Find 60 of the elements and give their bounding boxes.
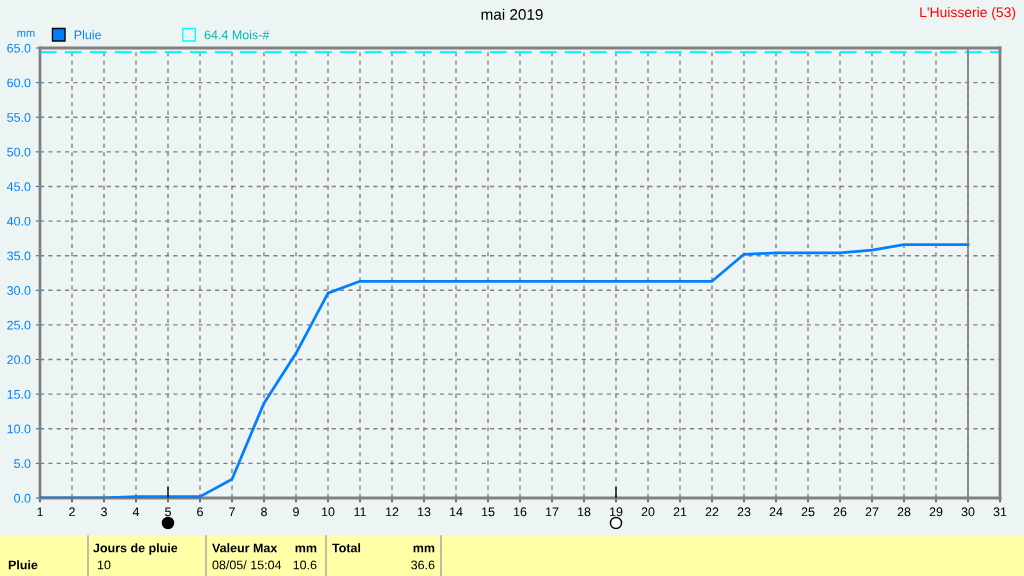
x-tick-label: 2 bbox=[69, 507, 75, 517]
y-tick-label: 30.0 bbox=[7, 286, 31, 295]
text: 36.6 bbox=[411, 560, 435, 570]
x-tick-label: 30 bbox=[961, 507, 975, 517]
legend-label: Pluie bbox=[74, 30, 101, 40]
x-tick-label: 27 bbox=[865, 507, 879, 517]
text: Valeur Max bbox=[212, 543, 278, 553]
x-tick-label: 9 bbox=[293, 507, 299, 517]
text: L'Huisserie (53) bbox=[920, 7, 1016, 20]
x-tick-label: 3 bbox=[101, 507, 107, 517]
x-tick-label: 24 bbox=[769, 507, 783, 517]
x-tick-label: 13 bbox=[418, 507, 431, 517]
y-tick-label: 0.0 bbox=[14, 493, 31, 503]
text: 10 bbox=[97, 560, 111, 570]
x-tick-label: 5 bbox=[165, 507, 171, 517]
x-tick-label: 1 bbox=[37, 507, 43, 517]
x-tick-label: 16 bbox=[514, 507, 527, 517]
x-tick-label: 14 bbox=[450, 507, 463, 517]
y-tick-label: 45.0 bbox=[6, 182, 31, 192]
y-tick-label: 25.0 bbox=[7, 320, 31, 330]
text: Total bbox=[332, 543, 361, 553]
y-axis-title: mm bbox=[17, 30, 35, 37]
text: mm bbox=[295, 545, 317, 553]
x-tick-label: 25 bbox=[801, 507, 815, 517]
text: Pluie bbox=[8, 560, 38, 570]
y-tick-label: 50.0 bbox=[7, 147, 31, 157]
x-tick-label: 23 bbox=[737, 507, 751, 517]
y-tick-label: 40.0 bbox=[6, 216, 31, 226]
x-tick-label: 17 bbox=[546, 507, 559, 517]
x-tick-label: 4 bbox=[132, 507, 140, 517]
x-tick-label: 19 bbox=[610, 507, 623, 517]
x-tick-label: 20 bbox=[641, 507, 655, 517]
x-tick-label: 22 bbox=[705, 507, 719, 517]
y-tick-label: 20.0 bbox=[7, 355, 31, 365]
y-tick-label: 15.0 bbox=[7, 389, 31, 399]
text: mm bbox=[413, 545, 435, 553]
x-tick-label: 31 bbox=[993, 507, 1007, 517]
x-tick-label: 15 bbox=[482, 507, 495, 517]
x-tick-label: 10 bbox=[322, 507, 335, 517]
x-tick-label: 7 bbox=[229, 507, 235, 517]
y-tick-label: 10.0 bbox=[7, 424, 31, 434]
x-tick-label: 21 bbox=[673, 507, 687, 517]
x-tick-label: 29 bbox=[929, 507, 943, 517]
y-tick-label: 55.0 bbox=[7, 113, 31, 122]
text: 08/05/ 15:04 bbox=[212, 560, 282, 570]
legend-label: 64.4 Mois-# bbox=[204, 30, 270, 40]
y-tick-label: 5.0 bbox=[14, 459, 31, 469]
text: 10.6 bbox=[293, 560, 317, 570]
y-tick-label: 35.0 bbox=[7, 251, 31, 261]
x-tick-label: 11 bbox=[354, 507, 366, 517]
x-tick-label: 12 bbox=[386, 507, 399, 517]
y-tick-label: 65.0 bbox=[7, 43, 31, 53]
y-tick-label: 60.0 bbox=[7, 78, 31, 88]
chart-title: mai 2019 bbox=[481, 8, 543, 20]
x-tick-label: 8 bbox=[261, 507, 267, 517]
x-tick-label: 18 bbox=[578, 507, 591, 517]
x-tick-label: 6 bbox=[197, 507, 203, 517]
x-tick-label: 26 bbox=[833, 507, 847, 517]
text: Jours de pluie bbox=[93, 543, 178, 555]
x-tick-label: 28 bbox=[897, 507, 911, 517]
